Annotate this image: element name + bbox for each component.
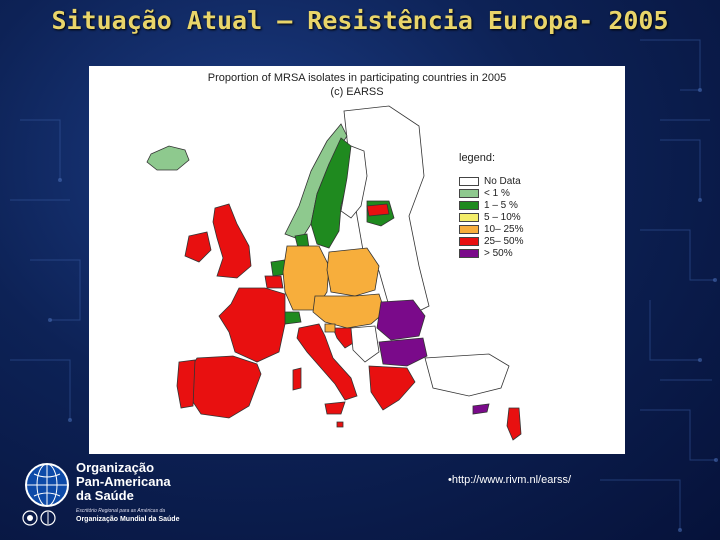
legend-label: < 1 % bbox=[484, 188, 510, 200]
region-latvia bbox=[366, 203, 390, 217]
slide-title: Situação Atual – Resistência Europa- 200… bbox=[51, 6, 669, 35]
region-belgium bbox=[264, 275, 284, 289]
legend-swatch bbox=[459, 237, 479, 247]
region-switzerland bbox=[282, 311, 302, 325]
legend-label: No Data bbox=[484, 176, 521, 188]
region-spain bbox=[186, 355, 262, 419]
logo-subtext: Escritório Regional para as Américas da … bbox=[76, 508, 179, 524]
legend-item: 25– 50% bbox=[459, 236, 569, 248]
logo-text: Organização Pan-Americana da Saúde bbox=[76, 461, 171, 503]
logo-line: da Saúde bbox=[76, 488, 134, 503]
region-norway bbox=[284, 123, 348, 241]
region-poland bbox=[326, 247, 380, 297]
legend-swatch bbox=[459, 213, 479, 223]
region-sicily bbox=[324, 401, 346, 415]
region-italy bbox=[296, 323, 358, 401]
region-turkey bbox=[424, 353, 510, 397]
region-france bbox=[218, 287, 286, 363]
region-greece bbox=[368, 365, 416, 411]
map-panel: Proportion of MRSA isolates in participa… bbox=[89, 66, 625, 454]
region-cyprus bbox=[472, 403, 490, 415]
map-subheading: (c) EARSS bbox=[330, 86, 384, 98]
legend-swatch bbox=[459, 177, 479, 187]
globe-icon bbox=[25, 463, 69, 507]
legend-label: > 50% bbox=[484, 248, 513, 260]
logo-line: Organização bbox=[76, 460, 155, 475]
region-finland bbox=[340, 145, 368, 219]
map-legend: legend: No Data < 1 % 1 – 5 % 5 – 10% 10… bbox=[459, 152, 569, 260]
legend-swatch bbox=[459, 189, 479, 199]
legend-item: 5 – 10% bbox=[459, 212, 569, 224]
region-romania bbox=[376, 299, 426, 341]
region-sardinia bbox=[292, 367, 302, 391]
logo-subtext-bottom: Organização Mundial da Saúde bbox=[76, 516, 180, 523]
legend-title: legend: bbox=[459, 152, 496, 164]
region-malta bbox=[336, 421, 344, 428]
legend-label: 1 – 5 % bbox=[484, 200, 518, 212]
source-link[interactable]: •http://www.rivm.nl/earss/ bbox=[448, 474, 572, 486]
region-israel bbox=[506, 407, 522, 441]
region-iceland bbox=[146, 145, 190, 171]
legend-item: No Data bbox=[459, 176, 569, 188]
emblem-icons bbox=[22, 510, 56, 526]
legend-item: < 1 % bbox=[459, 188, 569, 200]
legend-item: > 50% bbox=[459, 248, 569, 260]
region-serbia bbox=[350, 325, 380, 363]
legend-item: 10– 25% bbox=[459, 224, 569, 236]
map-heading: Proportion of MRSA isolates in participa… bbox=[207, 72, 507, 84]
legend-label: 5 – 10% bbox=[484, 212, 521, 224]
legend-swatch bbox=[459, 201, 479, 211]
legend-swatch bbox=[459, 225, 479, 235]
region-slovenia bbox=[324, 323, 336, 333]
region-croatia bbox=[332, 327, 356, 349]
region-central bbox=[312, 293, 386, 329]
region-uk bbox=[212, 203, 252, 279]
legend-label: 25– 50% bbox=[484, 236, 524, 248]
europe-map bbox=[146, 105, 522, 441]
logo-subtext-top: Escritório Regional para as Américas da bbox=[76, 508, 166, 514]
logo-line: Pan-Americana bbox=[76, 474, 171, 489]
region-bulgaria bbox=[378, 337, 428, 367]
region-portugal bbox=[176, 359, 196, 409]
paho-logo: Organização Pan-Americana da Saúde Escri… bbox=[20, 460, 220, 530]
legend-item: 1 – 5 % bbox=[459, 200, 569, 212]
region-ireland bbox=[184, 231, 212, 263]
legend-swatch bbox=[459, 249, 479, 259]
legend-label: 10– 25% bbox=[484, 224, 524, 236]
